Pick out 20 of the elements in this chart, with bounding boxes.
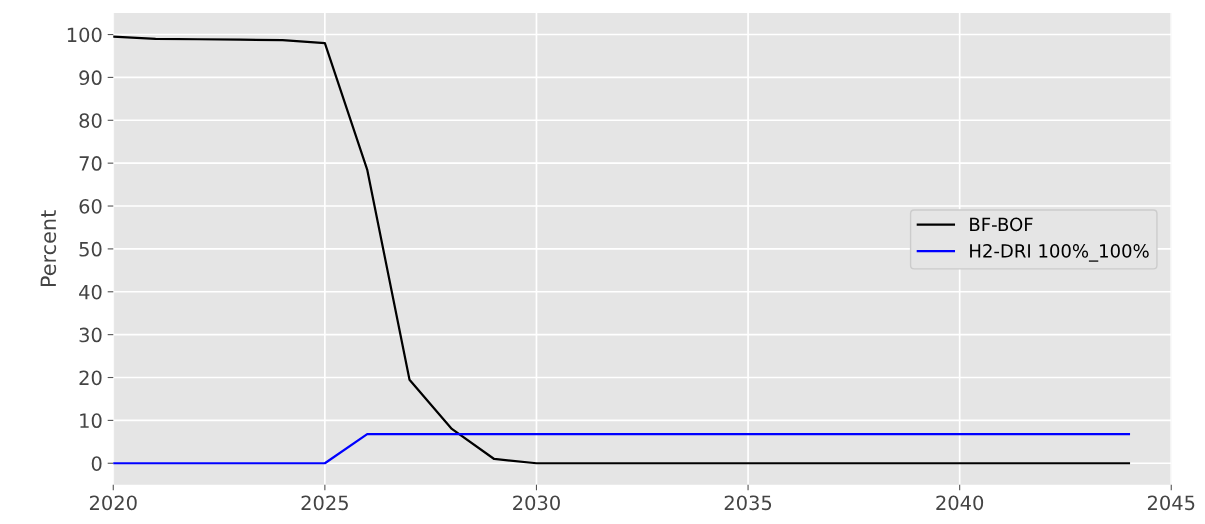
y-tick-label: 30 xyxy=(79,327,102,343)
y-tick-label: 60 xyxy=(79,198,102,214)
y-tick-label: 50 xyxy=(79,241,102,257)
legend-label: H2-DRI 100%_100% xyxy=(970,244,1149,262)
x-tick-label: 2025 xyxy=(301,495,348,511)
y-tick-label: 100 xyxy=(67,27,102,43)
legend-label: BF-BOF xyxy=(970,217,1033,232)
x-tick-label: 2045 xyxy=(1147,495,1195,511)
y-tick-label: 10 xyxy=(80,413,102,429)
y-tick-label: 40 xyxy=(79,284,102,300)
y-tick-label: 0 xyxy=(91,456,102,471)
y-tick-label: 80 xyxy=(79,113,102,128)
x-tick-label: 2035 xyxy=(724,495,772,511)
x-tick-label: 2030 xyxy=(513,495,560,511)
x-tick-label: 2020 xyxy=(89,495,137,511)
x-tick-label: 2040 xyxy=(936,495,984,511)
y-axis-title: Percent xyxy=(40,210,57,287)
y-tick-label: 20 xyxy=(79,370,102,386)
y-tick-label: 90 xyxy=(79,70,102,86)
y-tick-label: 70 xyxy=(79,156,102,171)
